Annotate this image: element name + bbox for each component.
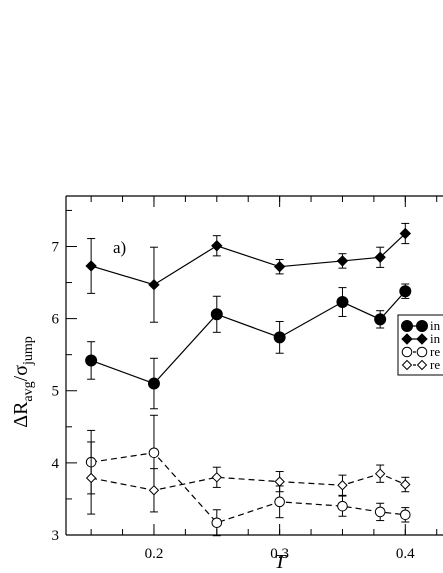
data-point <box>273 260 286 273</box>
y-axis-label-over: /σ <box>10 365 32 382</box>
series-4 <box>85 441 411 515</box>
series-1 <box>85 283 412 410</box>
x-tick-label: 0.4 <box>396 546 415 562</box>
data-point <box>85 260 97 272</box>
y-axis-label-main: ΔR <box>10 401 32 428</box>
series-line <box>90 290 406 385</box>
data-point <box>337 480 348 491</box>
data-point <box>336 255 349 267</box>
plot-frame <box>65 195 443 536</box>
y-tick-label: 6 <box>52 312 60 328</box>
axis-ticks: 0.2 0.3 0.4 3 4 5 6 7 <box>52 196 438 562</box>
data-point <box>374 506 386 518</box>
data-point <box>416 359 428 371</box>
x-tick-label: 0.2 <box>145 546 164 562</box>
legend-label: in <box>430 331 441 346</box>
legend-entry-1: in <box>401 318 441 333</box>
y-axis-label: ΔRavg/σjump <box>10 336 36 428</box>
series-3 <box>85 414 411 537</box>
series-line <box>91 452 406 524</box>
data-point <box>336 296 349 309</box>
y-tick-label: 5 <box>52 384 60 400</box>
data-point <box>85 354 98 367</box>
data-point <box>401 333 413 345</box>
data-point <box>400 479 411 490</box>
data-point <box>374 313 387 326</box>
data-point <box>211 240 223 252</box>
data-point <box>401 359 413 371</box>
y-tick-label: 7 <box>52 239 60 255</box>
series-line <box>90 233 406 286</box>
legend-entry-4: re <box>401 357 440 372</box>
series-line <box>91 473 406 491</box>
data-point <box>416 333 428 345</box>
legend-entry-2: in <box>401 331 441 346</box>
data-point <box>148 447 160 459</box>
series-2 <box>85 222 412 323</box>
data-point <box>400 509 411 521</box>
data-point <box>399 227 412 240</box>
legend-label: re <box>430 357 440 372</box>
data-point <box>337 500 348 512</box>
data-point <box>211 472 223 483</box>
x-axis-label: T <box>274 551 287 573</box>
series-layer <box>85 222 412 537</box>
data-point <box>274 496 285 508</box>
data-point <box>401 320 413 332</box>
data-point <box>148 279 160 291</box>
legend-label: in <box>430 318 441 333</box>
legend-label: re <box>430 344 440 359</box>
data-point <box>85 472 97 484</box>
data-point <box>401 346 413 358</box>
x-tick-label: 0.3 <box>270 546 289 562</box>
data-point <box>274 476 285 487</box>
data-point <box>416 346 428 358</box>
y-tick-label: 4 <box>52 456 60 472</box>
y-axis-label-sub2: jump <box>21 336 36 366</box>
data-point <box>374 251 386 264</box>
y-axis-label-sub1: avg <box>21 381 36 401</box>
data-point <box>416 320 428 332</box>
data-point <box>374 468 386 479</box>
data-point <box>273 331 286 344</box>
data-point <box>399 285 412 298</box>
data-point <box>211 517 223 529</box>
y-tick-label: 3 <box>52 528 60 544</box>
data-point <box>148 485 160 496</box>
panel-label: a) <box>113 238 126 257</box>
data-point <box>147 377 160 390</box>
data-point <box>210 308 223 321</box>
legend-entry-3: re <box>401 344 440 359</box>
